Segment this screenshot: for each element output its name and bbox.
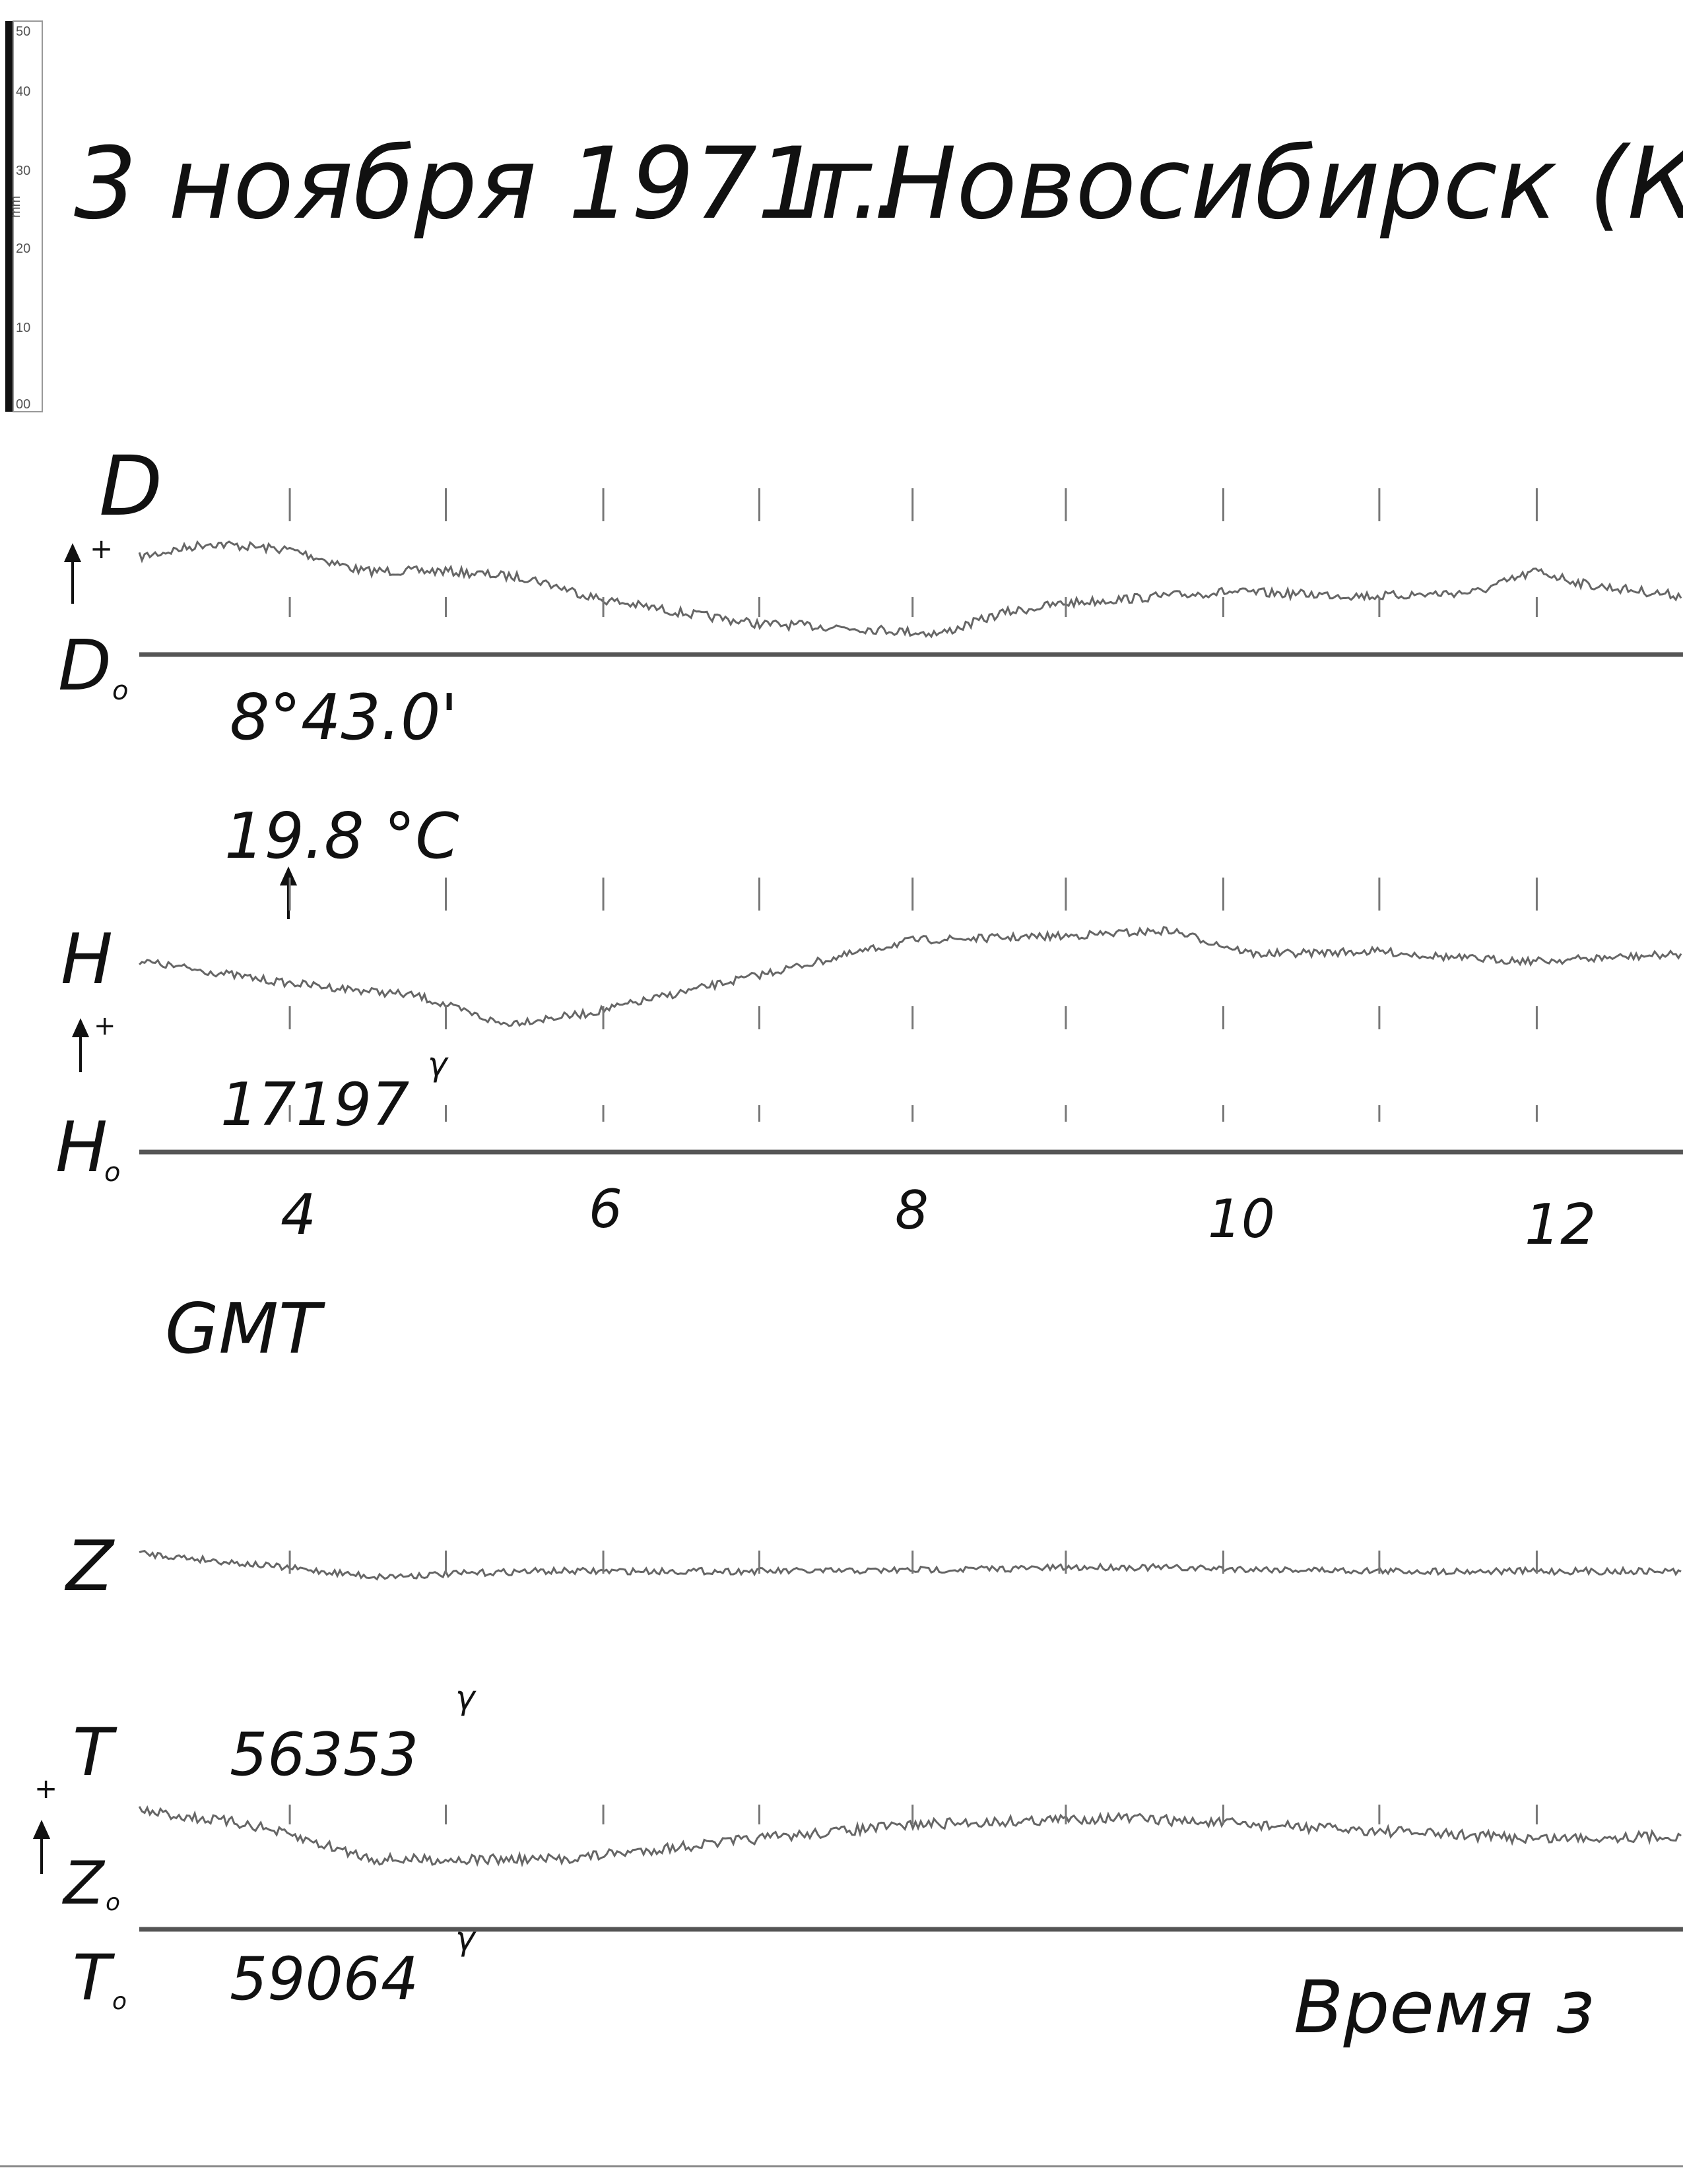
gamma: γ xyxy=(455,1679,477,1717)
hour-label: 6 xyxy=(589,1178,622,1240)
baseline-value: 8°43.0' xyxy=(230,682,458,754)
subscript: o xyxy=(112,676,128,706)
channel-label: D xyxy=(99,439,162,534)
arrow-head xyxy=(32,1820,51,1839)
title-date: 3 ноября 1971г. xyxy=(74,127,904,241)
scale-ruler: 50 40 30 mm 20 10 00 xyxy=(5,20,43,412)
ruler-label: 10 xyxy=(16,321,30,335)
baseline-label: D xyxy=(58,626,112,706)
ruler-label: 30 xyxy=(16,164,30,178)
ruler-bar xyxy=(5,21,13,412)
hour-label: 8 xyxy=(895,1180,929,1241)
trace xyxy=(139,1549,1682,1581)
ruler-label: 50 xyxy=(16,24,30,39)
ruler-frame xyxy=(13,20,43,412)
baseline-value: 17197 xyxy=(220,1070,409,1140)
hour-label: 10 xyxy=(1208,1188,1275,1250)
gamma: γ xyxy=(428,1045,449,1083)
ruler-label: 40 xyxy=(16,84,30,99)
hour-label: 12 xyxy=(1525,1192,1596,1258)
footer-note: Время з xyxy=(1294,1965,1595,2049)
plus-sign: + xyxy=(94,1011,116,1041)
field-value: 56353 xyxy=(230,1720,418,1789)
subscript: o xyxy=(106,1889,120,1916)
baseline-value: 59064 xyxy=(230,1944,418,2014)
arrow-head xyxy=(63,543,82,562)
channel-label: H xyxy=(61,919,113,1000)
trace xyxy=(139,926,1682,1027)
subscript: o xyxy=(112,1988,127,2015)
channel-label: T xyxy=(73,1714,117,1791)
trace xyxy=(138,1805,1682,1868)
temperature: 19.8 °C xyxy=(224,800,459,873)
channel-label: Z xyxy=(64,1526,115,1607)
arrow-head xyxy=(279,866,298,885)
ruler-label: 20 xyxy=(16,241,30,256)
gamma: γ xyxy=(455,1919,477,1958)
subscript: o xyxy=(104,1157,120,1188)
hour-label: 4 xyxy=(280,1182,316,1248)
arrow-head xyxy=(71,1018,90,1037)
ruler-label: 00 xyxy=(16,397,30,412)
baseline-label: T xyxy=(73,1942,116,2014)
plus-sign: + xyxy=(90,532,113,565)
arrows xyxy=(32,543,298,1874)
ruler-unit: mm xyxy=(9,196,23,218)
plus-sign: + xyxy=(34,1772,57,1805)
baseline-label: Z xyxy=(62,1849,106,1918)
title-place: г.Новосибирск (Клю xyxy=(799,127,1683,241)
trace xyxy=(138,540,1682,639)
time-axis-label: GMT xyxy=(165,1289,325,1369)
baseline-label: H xyxy=(55,1107,108,1188)
traces xyxy=(138,488,1682,1868)
